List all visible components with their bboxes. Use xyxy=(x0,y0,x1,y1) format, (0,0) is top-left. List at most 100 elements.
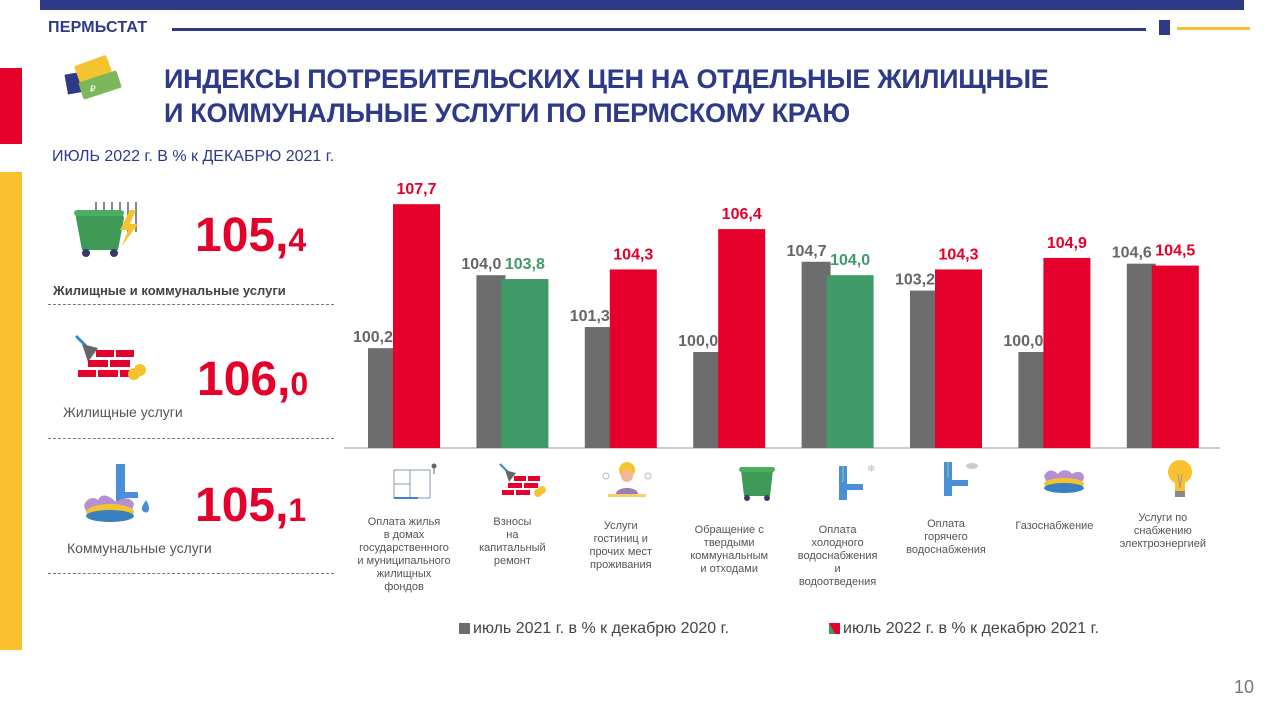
kpi-label-communal: Коммунальные услуги xyxy=(67,540,212,556)
trash-container-radiator-icon xyxy=(74,202,138,257)
bar-2021 xyxy=(476,275,506,448)
brand-name: ПЕРМЬСТАТ xyxy=(48,19,148,36)
category-label-line: Оплата xyxy=(818,524,857,536)
light-bulb-icon xyxy=(1168,460,1192,497)
kpi-dec: 0 xyxy=(290,366,309,402)
data-label-2022: 107,7 xyxy=(396,181,436,198)
cold-water-pipe-icon: ❄ xyxy=(839,464,875,500)
top-bar xyxy=(40,0,1244,10)
price-tags-icon: ₽ xyxy=(64,55,122,100)
category-label-line: Услуги xyxy=(603,520,638,532)
bar-2021 xyxy=(1018,352,1048,448)
legend-item-2022: июль 2022 г. в % к декабрю 2021 г. xyxy=(829,620,1099,638)
data-label-2021: 101,3 xyxy=(570,308,610,325)
red-side-strip xyxy=(0,68,22,144)
bricks-trowel-icon xyxy=(74,334,146,380)
category-label: Услуги по снабжению электроэнергией xyxy=(1109,512,1217,551)
category-label-line: водоснабжения xyxy=(797,550,878,562)
data-label-2022: 103,8 xyxy=(505,256,545,273)
page-title: ИНДЕКСЫ ПОТРЕБИТЕЛЬСКИХ ЦЕН НА ОТДЕЛЬНЫЕ… xyxy=(164,62,1049,130)
category-label-line: Услуги по xyxy=(1138,512,1188,524)
kpi-label-housing: Жилищные услуги xyxy=(63,404,183,420)
kpi-int: 105, xyxy=(195,479,289,532)
category-label-line: водоснабжения xyxy=(906,544,986,556)
data-label-2021: 103,2 xyxy=(895,272,935,289)
category-label-line: в домах xyxy=(383,529,425,541)
hotel-receptionist-icon xyxy=(602,462,652,497)
data-label-2022: 104,0 xyxy=(830,252,870,269)
title-line-1: ИНДЕКСЫ ПОТРЕБИТЕЛЬСКИХ ЦЕН НА ОТДЕЛЬНЫЕ… xyxy=(164,64,1049,94)
bar-2022 xyxy=(609,269,657,448)
title-line-2: И КОММУНАЛЬНЫЕ УСЛУГИ ПО ПЕРМСКОМУ КРАЮ xyxy=(164,98,850,128)
data-label-2022: 104,3 xyxy=(938,246,978,263)
data-label-2021: 100,2 xyxy=(353,329,393,346)
category-label-line: на xyxy=(506,529,519,541)
category-label-line: гостиниц и xyxy=(593,533,648,545)
category-label-line: и xyxy=(834,563,841,575)
category-label-line: капитальный xyxy=(479,542,546,554)
category-label-line: проживания xyxy=(590,559,652,571)
bricks-trowel-icon xyxy=(499,463,546,497)
kpi-value-housing-communal: 105,4 xyxy=(195,208,306,263)
bar-2022 xyxy=(501,279,549,448)
data-label-2021: 100,0 xyxy=(1003,333,1043,350)
category-label-line: фондов xyxy=(384,581,424,593)
category-label: Обращение с твердыми коммунальным и отходам… xyxy=(675,524,783,576)
category-label: Оплата холодного водоснабжения и водоотведен… xyxy=(784,524,892,589)
category-label-line: и отходами xyxy=(700,563,758,575)
trash-container-icon xyxy=(739,467,775,501)
data-label-2022: 104,5 xyxy=(1155,243,1195,260)
category-label-line: жилищных xyxy=(376,568,432,580)
kpi-int: 106, xyxy=(197,353,291,406)
kpi-value-housing: 106,0 xyxy=(197,352,308,407)
bar-2022 xyxy=(935,269,982,448)
kpi-int: 105, xyxy=(195,209,289,262)
brand-yellow-line xyxy=(1177,27,1250,30)
category-label-line: Взносы xyxy=(493,516,532,528)
dashed-divider xyxy=(48,573,334,574)
page-number: 10 xyxy=(1234,677,1255,697)
legend-label: июль 2021 г. в % к декабрю 2020 г. xyxy=(473,620,729,637)
svg-text:❄: ❄ xyxy=(867,464,875,475)
category-label-line: ремонт xyxy=(493,555,531,567)
category-label: Оплата жилья в домах государственного и мун… xyxy=(350,516,458,594)
legend-swatch-gray xyxy=(459,623,470,634)
floor-plan-icon xyxy=(393,463,437,499)
bar-2021 xyxy=(910,290,939,448)
bar-2022 xyxy=(1043,257,1091,448)
data-label-2021: 104,7 xyxy=(787,243,827,260)
category-label: Газоснабжение xyxy=(1000,520,1108,533)
data-label-2021: 104,6 xyxy=(1112,245,1152,262)
svg-text:₽: ₽ xyxy=(90,84,96,94)
category-label-line: Оплата жилья xyxy=(367,516,441,528)
legend-item-2021: июль 2021 г. в % к декабрю 2020 г. xyxy=(459,620,729,638)
category-label-line: снабжению xyxy=(1133,525,1192,537)
category-label: Оплата горячего водоснабжения xyxy=(892,518,1000,557)
category-label-line: горячего xyxy=(924,531,968,543)
category-label-line: Оплата xyxy=(927,518,965,530)
dashed-divider xyxy=(48,438,334,439)
kpi-dec: 1 xyxy=(288,492,307,528)
category-label-line: прочих мест xyxy=(589,546,653,558)
yellow-side-strip xyxy=(0,172,22,650)
bar-2021 xyxy=(368,348,397,448)
category-label-line: и муниципального xyxy=(357,555,451,567)
legend-label: июль 2022 г. в % к декабрю 2021 г. xyxy=(843,620,1099,637)
category-label-line: государственного xyxy=(359,542,449,554)
kpi-label-housing-communal: Жилищные и коммунальные услуги xyxy=(53,283,286,298)
gas-burner-icon xyxy=(1044,470,1084,493)
category-label-line: коммунальным xyxy=(690,550,769,562)
kpi-dec: 4 xyxy=(288,222,307,258)
bar-2021 xyxy=(1126,263,1156,448)
data-label-2021: 104,0 xyxy=(461,256,501,273)
data-label-2022: 104,3 xyxy=(613,246,653,263)
category-label-line: холодного xyxy=(811,537,864,549)
category-label-line: твердыми xyxy=(703,537,755,549)
dashed-divider xyxy=(48,304,334,305)
bar-2022 xyxy=(718,229,766,448)
bar-2021 xyxy=(584,327,614,448)
category-label-line: Обращение с xyxy=(694,524,764,536)
period-subtitle: ИЮЛЬ 2022 г. В % к ДЕКАБРЮ 2021 г. xyxy=(52,148,335,165)
data-label-2022: 104,9 xyxy=(1047,235,1087,252)
